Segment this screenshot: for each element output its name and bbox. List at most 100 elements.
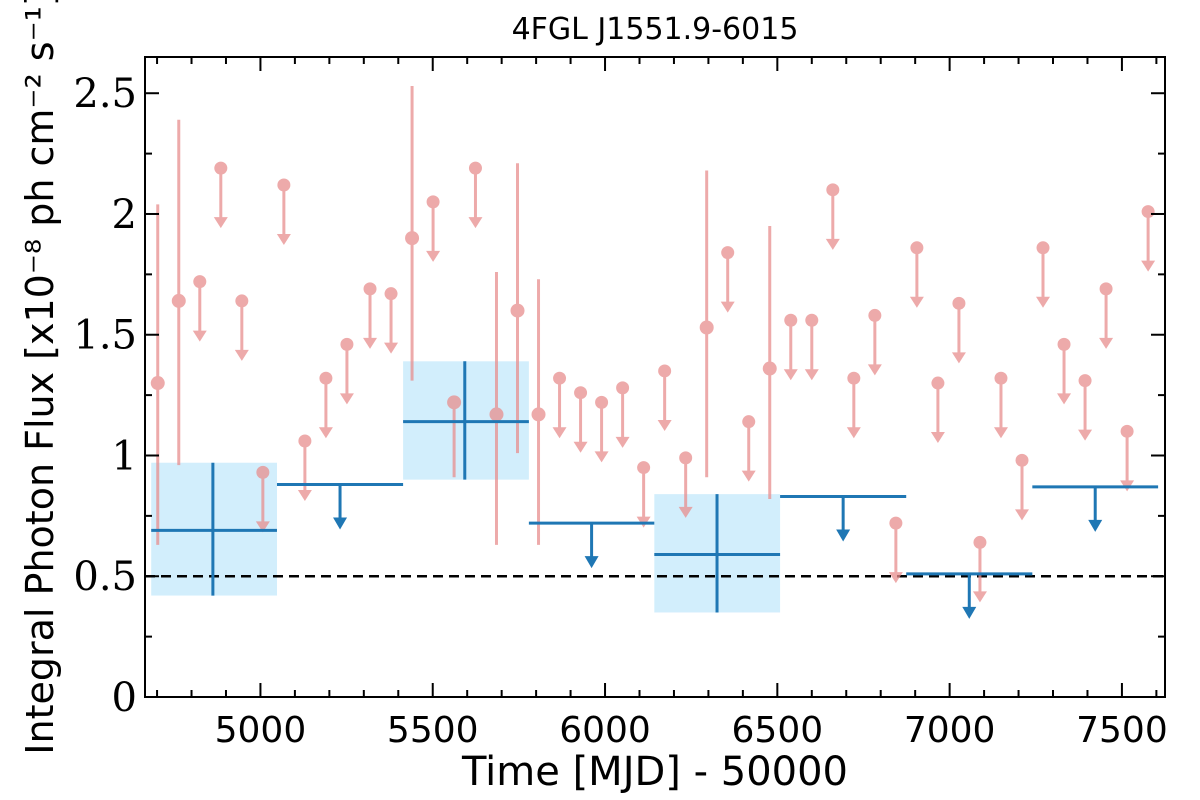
short-bin-upper-limit	[972, 535, 987, 603]
long-bin-upper-limit-arrow	[962, 606, 977, 619]
plot-frame	[144, 56, 1166, 698]
y-tick-label: 2	[112, 192, 137, 238]
short-bin-upper-limit	[255, 465, 270, 533]
upper-limit-arrow-head	[657, 419, 672, 431]
short-bin-upper-limit	[1014, 453, 1029, 521]
upper-limit-marker	[426, 195, 440, 209]
upper-limit-marker	[784, 313, 798, 327]
short-bin-upper-limit	[846, 371, 861, 439]
upper-limit-arrow-head	[426, 250, 441, 262]
upper-limit-marker	[679, 451, 693, 465]
long-bin-upper-limit-arrow	[836, 529, 851, 542]
upper-limit-marker	[256, 465, 270, 479]
upper-limit-marker	[994, 371, 1008, 385]
short-bin-upper-limit	[363, 282, 378, 349]
upper-limit-marker	[616, 381, 630, 395]
short-bin-point	[531, 407, 546, 422]
short-bin-detection	[405, 85, 420, 381]
short-bin-detection	[150, 204, 165, 545]
upper-limit-arrow-head	[1141, 260, 1156, 272]
short-bin-upper-limit	[468, 161, 483, 229]
short-bin-upper-limit	[297, 434, 312, 501]
upper-limit-arrow-head	[1057, 393, 1072, 405]
upper-limit-marker	[384, 287, 398, 301]
short-bin-point	[171, 293, 186, 308]
short-bin-detection	[510, 163, 525, 454]
short-bin-point	[510, 303, 525, 318]
axes: 5000 5500 6000 6500 7000 7500 0 0.5 1 1.5 2 2.5	[73, 56, 1168, 751]
upper-limit-marker	[721, 246, 735, 260]
short-bin-upper-limit	[741, 415, 756, 482]
upper-limit-marker	[1099, 282, 1113, 296]
short-bin-upper-limit	[993, 371, 1008, 439]
short-bin-point	[150, 376, 165, 391]
chart-title: 4FGL J1551.9-6015	[512, 12, 799, 47]
upper-limit-arrow-head	[276, 234, 291, 245]
x-tick-label: 6500	[732, 710, 824, 751]
short-bin-detection	[489, 271, 504, 545]
short-bin-upper-limit	[720, 246, 735, 313]
x-tick-label: 6000	[559, 710, 651, 751]
upper-limit-arrow-head	[468, 217, 483, 229]
upper-limit-marker	[298, 434, 312, 448]
upper-limit-marker	[952, 296, 966, 310]
x-tick-label: 7500	[1076, 710, 1168, 751]
plot-area	[145, 85, 1165, 619]
short-bin-upper-limit	[1078, 374, 1093, 441]
short-bin-upper-limit	[1036, 241, 1051, 308]
short-bin-upper-limit	[1057, 337, 1072, 405]
upper-limit-arrow-head	[255, 521, 270, 533]
upper-limit-arrow-head	[615, 436, 630, 448]
upper-limit-marker	[973, 535, 987, 549]
short-bin-upper-limit	[867, 308, 882, 376]
short-bin-upper-limit	[615, 381, 630, 448]
short-bin-upper-limit	[804, 313, 819, 381]
upper-limit-arrow-head	[363, 337, 378, 349]
short-bin-detection	[699, 170, 714, 478]
upper-limit-arrow-head	[888, 572, 903, 584]
upper-limit-marker	[637, 461, 651, 475]
upper-limit-marker	[193, 275, 207, 289]
y-tick-label: 0.5	[73, 554, 137, 600]
upper-limit-marker	[214, 161, 228, 175]
short-bin-upper-limit	[678, 451, 693, 518]
short-bin-detection	[447, 395, 462, 478]
upper-limit-arrow-head	[384, 342, 399, 354]
long-bin-upper-limit-arrow	[1088, 519, 1103, 532]
short-bin-upper-limit	[384, 287, 399, 354]
y-tick-label: 1.5	[73, 313, 137, 359]
upper-limit-marker	[1036, 241, 1050, 255]
upper-limit-marker	[574, 386, 588, 400]
upper-limit-marker	[931, 376, 945, 390]
short-bin-upper-limit	[1099, 282, 1114, 349]
upper-limit-marker	[1015, 453, 1029, 467]
short-bin-upper-limit	[825, 183, 840, 250]
y-tick-label: 0	[112, 675, 137, 721]
short-bin-upper-limit	[318, 371, 333, 439]
short-bin-upper-limit	[657, 364, 672, 431]
upper-limit-marker	[1120, 424, 1134, 438]
short-bin-upper-limit	[339, 337, 354, 405]
upper-limit-arrow-head	[1078, 429, 1093, 441]
upper-limit-marker	[595, 395, 609, 409]
upper-limit-marker	[468, 161, 482, 175]
long-bin-upper-limit-arrow	[584, 556, 599, 569]
short-bin-point	[489, 407, 504, 422]
y-axis-label: Integral Photon Flux [x10⁻⁸ ph cm⁻² s⁻¹]	[18, 0, 62, 755]
short-bin-upper-limit	[276, 178, 291, 245]
short-bin-point	[699, 320, 714, 335]
upper-limit-arrow-head	[192, 330, 207, 342]
upper-limit-arrow-head	[825, 238, 840, 250]
upper-limit-arrow-head	[552, 427, 567, 439]
short-bin-detection	[531, 279, 546, 545]
upper-limit-marker	[868, 308, 882, 322]
upper-limit-arrow-head	[297, 490, 312, 501]
short-bin-upper-limit	[1141, 205, 1156, 272]
short-bin-point	[405, 231, 420, 246]
upper-limit-marker	[826, 183, 840, 197]
short-bin-upper-limit	[1120, 424, 1135, 492]
upper-limit-arrow-head	[318, 427, 333, 439]
upper-limit-marker	[1141, 205, 1155, 219]
upper-limit-arrow-head	[1036, 296, 1051, 308]
